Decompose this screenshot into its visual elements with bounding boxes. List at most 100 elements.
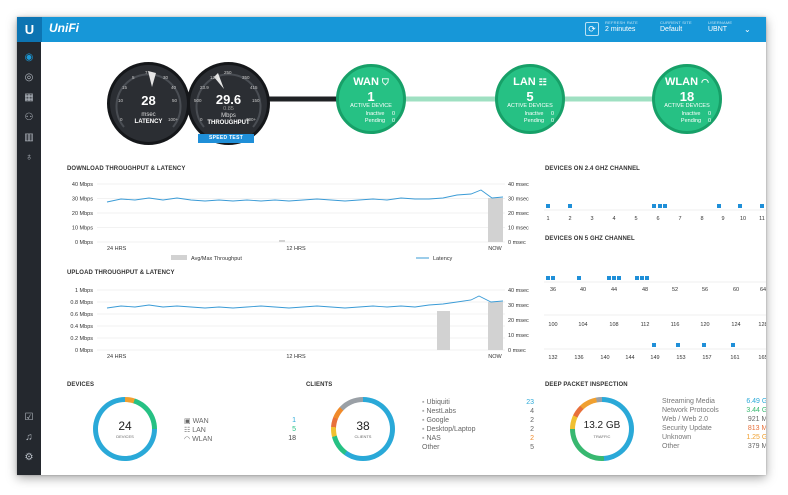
bell-icon[interactable]: ♫ (25, 432, 33, 443)
latency-tick-4: 10 (118, 98, 124, 103)
throughput-dial (195, 73, 262, 128)
lan-title: LAN ☷ (513, 76, 547, 88)
dpi-label: Network Protocols (662, 407, 719, 414)
download-y2-label: 20 msec (508, 211, 529, 217)
channels-24-title: DEVICES ON 2.4 GHZ CHANNEL (545, 166, 640, 172)
upload-y-label: 0.8 Mbps (70, 300, 93, 306)
upload-y2-label: 10 msec (508, 333, 529, 339)
settings-icon[interactable]: ⚙ (24, 452, 34, 463)
refresh-icon[interactable]: ⟳ (585, 22, 599, 36)
user-menu[interactable]: USERNAME UBNT (708, 20, 732, 33)
clients-total: 38 (356, 419, 370, 433)
speed-test-button[interactable]: SPEED TEST (198, 134, 254, 143)
channel-label: 2 (568, 216, 571, 222)
download-y-label: 30 Mbps (72, 197, 93, 203)
dashboard-icon[interactable]: ◉ (24, 52, 34, 63)
client-value: 2 (530, 426, 534, 433)
unifi-window: U UniFi ⟳ REFRESH RATE 2 minutes CURRENT… (17, 17, 766, 475)
upload-y-label: 0.4 Mbps (70, 324, 93, 330)
client-value: 4 (530, 408, 534, 415)
site-selector[interactable]: CURRENT SITE Default (660, 20, 692, 33)
devices-donut: 24 DEVICES (93, 397, 157, 461)
dpi-value: 1.25 GB (746, 434, 766, 441)
client-value: 2 (530, 417, 534, 424)
download-latency-line (106, 189, 504, 203)
channel-label: 1 (546, 216, 549, 222)
download-x-label: 12 HRS (286, 246, 306, 252)
upload-chart: 1 Mbps 0.8 Mbps 0.6 Mbps 0.4 Mbps 0.2 Mb… (70, 288, 529, 360)
clients-unit: CLIENTS (354, 434, 372, 439)
dpi-value: 379 MB (747, 443, 766, 450)
channel-label: 40 (580, 287, 586, 293)
dpi-row: Unknown 1.25 GB (662, 434, 766, 441)
chevron-down-icon[interactable]: ⌄ (744, 25, 751, 34)
dpi-row: Network Protocols 3.44 GB (662, 407, 766, 414)
channel-label: 149 (650, 355, 659, 361)
channel-label: 6 (656, 216, 659, 222)
username-label: USERNAME (708, 20, 733, 25)
site-value: Default (660, 26, 683, 33)
wlan-pending-row: Pending 0 (680, 118, 711, 124)
channel-label: 10 (740, 216, 746, 222)
upload-x-label: 12 HRS (286, 354, 306, 360)
dpi-label: Web / Web 2.0 (662, 416, 709, 423)
latency-dial (115, 71, 182, 128)
latency-tick-5: 15 (122, 85, 128, 90)
upload-chart-title: UPLOAD THROUGHPUT & LATENCY (67, 270, 175, 276)
client-value: 2 (530, 435, 534, 442)
channel-label: 157 (702, 355, 711, 361)
download-x-label: NOW (488, 246, 502, 252)
lan-node[interactable]: LAN ☷ 5 ACTIVE DEVICES Inactive 0 Pending… (495, 64, 565, 134)
upload-throughput-bar (437, 311, 450, 350)
channel-label: 64 (760, 287, 766, 293)
upload-y2-label: 40 msec (508, 288, 529, 294)
alerts-check-icon[interactable]: ☑ (24, 412, 34, 423)
channel-label: 36 (550, 287, 556, 293)
channel-label: 5 (634, 216, 637, 222)
channel-device-marker (577, 276, 581, 280)
channel-device-marker (658, 204, 662, 208)
ubiquiti-icon: ▪ (422, 399, 427, 406)
devices-total: 24 (118, 419, 132, 433)
insight-icon[interactable]: ♁ (25, 152, 33, 163)
client-label: Google (426, 417, 450, 424)
refresh-rate-selector[interactable]: REFRESH RATE 2 minutes (605, 20, 638, 33)
dpi-label: Security Update (662, 425, 712, 432)
channel-label: 112 (641, 322, 650, 328)
users-icon[interactable]: ⚇ (24, 112, 34, 123)
ubiquiti-logo[interactable]: U (17, 17, 42, 42)
throughput-tick-3: 0 (200, 117, 203, 122)
throughput-tick-7: 150 (252, 98, 260, 103)
channel-device-marker (612, 276, 616, 280)
wlan-inactive-row: Inactive 0 (681, 111, 711, 117)
channel-label: 161 (730, 355, 739, 361)
channel-label: 60 (733, 287, 739, 293)
wan-node[interactable]: WAN ⛉ 1 ACTIVE DEVICE Inactive 0 Pending 0 (336, 64, 406, 134)
map-icon[interactable]: ▦ (24, 92, 34, 103)
download-y2-label: 40 msec (508, 182, 529, 188)
upload-y-label: 1 Mbps (75, 288, 93, 294)
wan-small-icon: ▣ (184, 418, 191, 425)
latency-value: 28 (141, 93, 156, 108)
throughput-sub-value: 0.85 (223, 106, 234, 112)
wlan-node[interactable]: WLAN ◠ 18 ACTIVE DEVICES Inactive 0 Pendi… (652, 64, 722, 134)
wlan-title: WLAN ◠ (665, 76, 709, 88)
channel-device-marker (635, 276, 639, 280)
map-marker-icon[interactable]: ◎ (24, 72, 34, 83)
latency-tick-8: 100+ (168, 117, 179, 122)
channel-label: 56 (702, 287, 708, 293)
channel-label: 140 (600, 355, 609, 361)
stats-icon[interactable]: ▥ (24, 132, 34, 143)
channel-label: 100 (548, 322, 557, 328)
upload-y-label: 0 Mbps (75, 348, 93, 354)
channels-24-chart: 1 2 3 4 5 6 7 8 9 10 11 (544, 204, 766, 222)
upload-y2-label: 30 msec (508, 303, 529, 309)
download-y-label: 40 Mbps (72, 182, 93, 188)
upload-y2-label: 20 msec (508, 318, 529, 324)
latency-tick-6: 40 (171, 85, 177, 90)
devices-unit: DEVICES (116, 434, 134, 439)
lan-subtitle: ACTIVE DEVICES (507, 103, 553, 109)
channel-device-marker (738, 204, 742, 208)
channel-label: 48 (642, 287, 648, 293)
dpi-title: DEEP PACKET INSPECTION (545, 382, 628, 388)
